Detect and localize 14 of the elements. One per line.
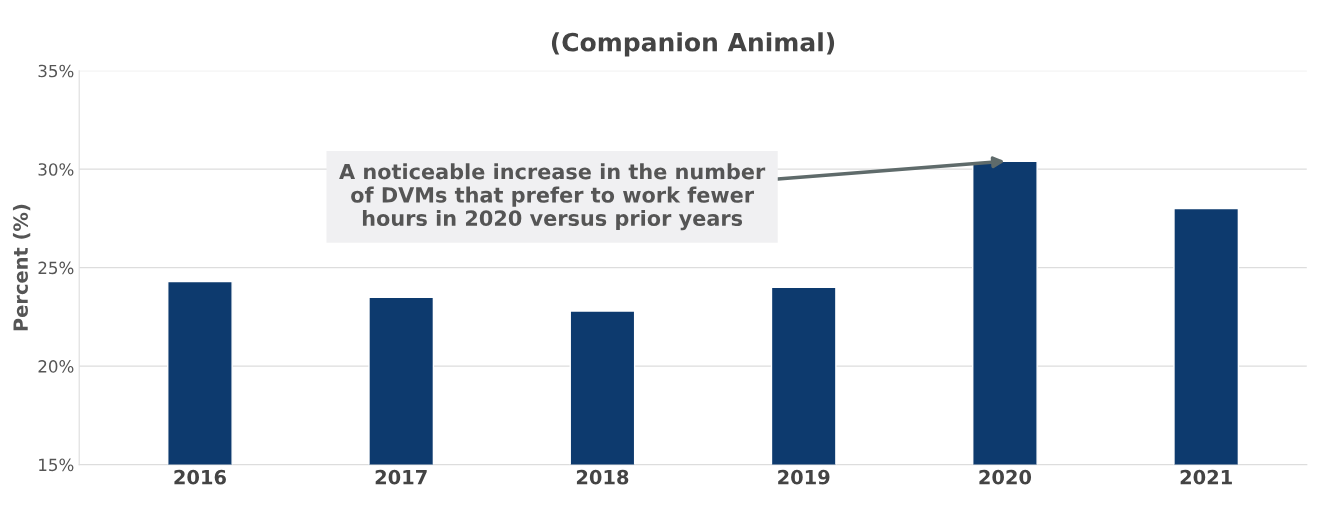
y-axis-title: Percent (%)	[12, 204, 31, 331]
annotation: A noticeable increase in the number of DVMs that prefer to work fewer hours in 2020 versus prior years	[339, 163, 766, 231]
x-tick-label: 2018	[576, 469, 629, 485]
y-tick-label: 25%	[38, 261, 74, 275]
x-tick-label: 2021	[1180, 469, 1232, 485]
chart-title: (Companion Animal)	[551, 32, 835, 57]
x-tick-label: 2016	[174, 469, 226, 485]
y-tick-label: 35%	[38, 64, 74, 78]
y-tick-label: 30%	[38, 163, 74, 176]
x-tick-label: 2017	[375, 469, 427, 485]
y-tick-label: 15%	[39, 458, 74, 472]
y-tick-label: 20%	[38, 360, 74, 373]
x-tick-label: 2019	[778, 469, 830, 485]
x-tick-label: 2020	[979, 469, 1032, 485]
